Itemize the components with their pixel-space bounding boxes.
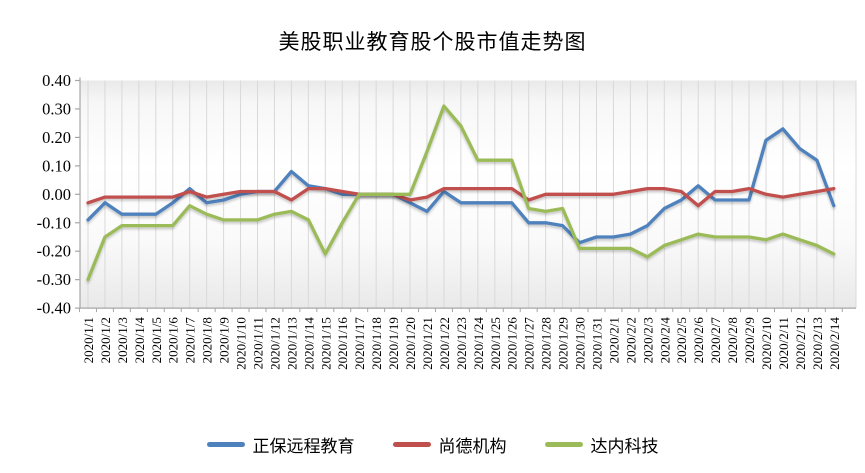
y-axis-label: 0.20 — [42, 128, 71, 147]
x-axis-label: 2020/2/4 — [657, 317, 672, 364]
y-axis: 0.40 0.30 0.20 0.10 0.00 -0.10 -0.20 -0.30 -0.40 — [37, 71, 80, 318]
x-axis-label: 2020/2/12 — [793, 317, 808, 370]
x-axis-label: 2020/2/7 — [708, 317, 723, 364]
legend-label: 达内科技 — [590, 437, 659, 456]
legend-label: 正保远程教育 — [252, 437, 355, 456]
x-axis-label: 2020/1/22 — [437, 317, 452, 370]
x-axis-label: 2020/1/30 — [573, 317, 588, 370]
x-axis-label: 2020/1/11 — [251, 317, 266, 369]
x-axis-label: 2020/1/17 — [352, 317, 367, 370]
x-axis-label: 2020/1/2 — [98, 317, 113, 363]
x-axis-label: 2020/1/25 — [488, 317, 503, 370]
x-axis-label: 2020/1/4 — [132, 317, 147, 364]
legend-swatch — [544, 442, 583, 447]
y-axis-label: 0.40 — [42, 71, 71, 90]
x-axis-label: 2020/2/9 — [742, 317, 757, 363]
legend-item-2: 达内科技 — [544, 432, 659, 457]
x-axis-label: 2020/2/11 — [776, 317, 791, 369]
x-axis-label: 2020/2/14 — [827, 317, 842, 370]
x-axis-label: 2020/2/3 — [640, 317, 655, 363]
plot-area — [80, 80, 856, 309]
x-axis-label: 2020/2/2 — [623, 317, 638, 363]
y-axis-label: -0.20 — [37, 242, 71, 261]
x-axis-label: 2020/1/8 — [200, 317, 215, 363]
legend-label: 尚德机构 — [438, 437, 507, 456]
legend-item-1: 尚德机构 — [392, 432, 507, 457]
x-axis-label: 2020/1/6 — [166, 317, 181, 364]
x-axis-label: 2020/1/20 — [403, 317, 418, 370]
x-axis-label: 2020/1/23 — [454, 317, 469, 370]
y-axis-label: -0.30 — [37, 270, 71, 289]
chart-title: 美股职业教育股个股市值走势图 — [278, 30, 587, 54]
x-axis: 2020/1/1 2020/1/2 2020/1/3 2020/1/4 2020/1/5… — [79, 308, 843, 370]
x-axis-label: 2020/1/18 — [369, 317, 384, 370]
x-axis-label: 2020/1/19 — [386, 317, 401, 370]
x-axis-label: 2020/1/21 — [420, 317, 435, 370]
x-axis-label: 2020/2/13 — [810, 317, 825, 370]
x-axis-label: 2020/1/13 — [284, 317, 299, 370]
x-axis-label: 2020/1/27 — [522, 317, 537, 370]
x-axis-label: 2020/1/7 — [183, 317, 198, 364]
x-axis-label: 2020/2/6 — [691, 317, 706, 364]
series-line-2 — [86, 104, 836, 282]
x-axis-label: 2020/1/28 — [539, 317, 554, 370]
x-axis-label: 2020/1/24 — [471, 317, 486, 370]
x-axis-label: 2020/1/3 — [115, 317, 130, 363]
series-line-1 — [86, 186, 836, 208]
x-axis-label: 2020/1/1 — [81, 317, 96, 363]
legend: 正保远程教育 尚德机构 达内科技 — [0, 432, 865, 457]
x-axis-label: 2020/1/26 — [505, 317, 520, 370]
legend-swatch — [206, 442, 245, 447]
x-axis-label: 2020/1/10 — [234, 317, 249, 370]
series-lines — [86, 104, 836, 282]
x-axis-label: 2020/2/5 — [674, 317, 689, 363]
legend-swatch — [392, 442, 431, 447]
legend-item-0: 正保远程教育 — [206, 432, 355, 457]
x-axis-label: 2020/1/9 — [217, 317, 232, 363]
x-axis-label: 2020/1/14 — [301, 317, 316, 370]
y-axis-label: 0.10 — [42, 156, 71, 175]
y-axis-label: 0.30 — [42, 99, 71, 118]
x-axis-label: 2020/1/29 — [556, 317, 571, 370]
x-axis-label: 2020/1/15 — [318, 317, 333, 370]
x-axis-label: 2020/2/1 — [606, 317, 621, 363]
x-axis-label: 2020/1/31 — [590, 317, 605, 370]
y-axis-label: -0.10 — [37, 213, 71, 232]
x-axis-label: 2020/2/8 — [725, 317, 740, 363]
y-axis-label: 0.00 — [42, 185, 71, 204]
x-axis-label: 2020/1/5 — [149, 317, 164, 363]
x-axis-label: 2020/2/10 — [759, 317, 774, 370]
y-axis-label: -0.40 — [37, 299, 71, 318]
x-axis-label: 2020/1/12 — [267, 317, 282, 370]
x-axis-label: 2020/1/16 — [335, 317, 350, 370]
